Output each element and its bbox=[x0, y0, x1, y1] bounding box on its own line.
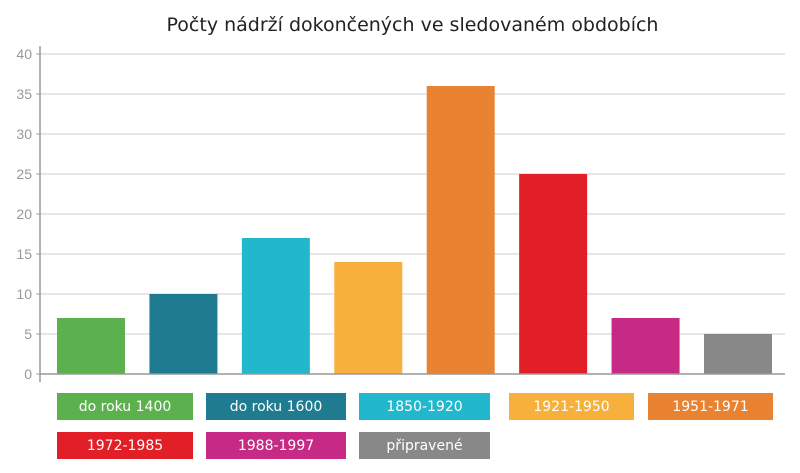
y-tick-label: 15 bbox=[16, 246, 32, 262]
bar-1850-1920 bbox=[241, 238, 310, 374]
y-tick-label: 35 bbox=[16, 86, 32, 102]
legend-item: připravené bbox=[359, 432, 490, 459]
y-tick-label: 20 bbox=[16, 206, 32, 222]
bar-1921-1950 bbox=[334, 262, 403, 374]
legend-item: 1921-1950 bbox=[509, 393, 634, 420]
y-tick-label: 0 bbox=[24, 366, 32, 382]
bar-1972-1985 bbox=[519, 174, 588, 374]
legend-item: 1972-1985 bbox=[57, 432, 193, 459]
bar-1951-1971 bbox=[426, 86, 495, 374]
chart-title: Počty nádrží dokončených ve sledovaném o… bbox=[166, 14, 659, 36]
bar-do-roku-1400 bbox=[57, 318, 125, 374]
legend-item: do roku 1400 bbox=[57, 393, 193, 420]
y-tick-label: 5 bbox=[24, 326, 32, 342]
legend-item: 1988-1997 bbox=[206, 432, 346, 459]
legend-item: do roku 1600 bbox=[206, 393, 346, 420]
y-tick-label: 30 bbox=[16, 126, 32, 142]
legend-item: 1850-1920 bbox=[359, 393, 490, 420]
bar-do-roku-1600 bbox=[149, 294, 218, 374]
legend-item: 1951-1971 bbox=[648, 393, 773, 420]
bar-připravené bbox=[704, 334, 772, 374]
bar-1988-1997 bbox=[611, 318, 680, 374]
y-tick-label: 40 bbox=[16, 46, 32, 62]
y-tick-label: 10 bbox=[16, 286, 32, 302]
y-tick-label: 25 bbox=[16, 166, 32, 182]
